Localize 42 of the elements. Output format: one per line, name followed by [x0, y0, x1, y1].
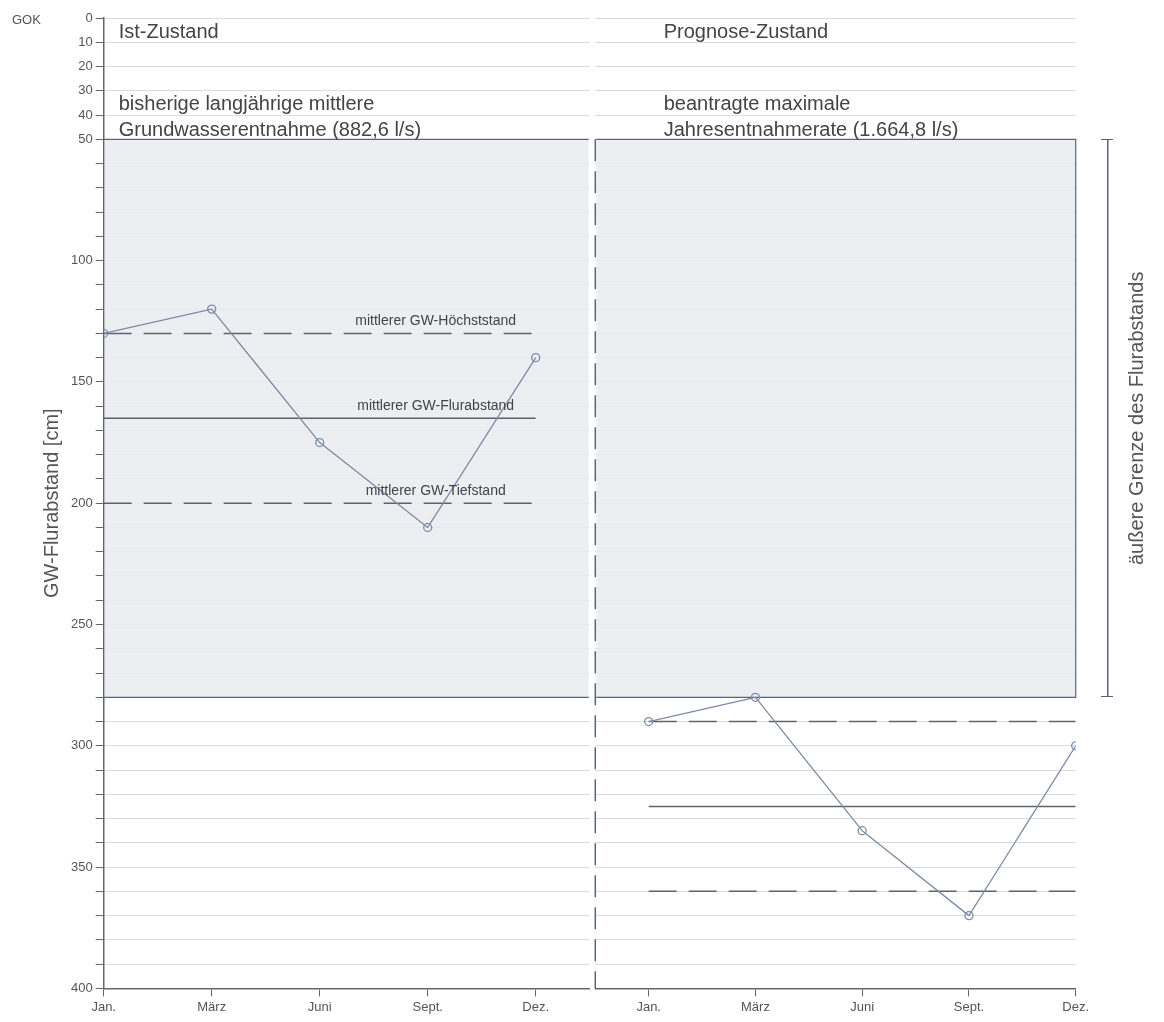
y-tick-label: 400	[70, 979, 93, 995]
annotation: bisherige langjährige mittlere	[118, 91, 375, 114]
y-axis-title: GW-Flurabstand [cm]	[39, 408, 62, 599]
x-tick-label: Juni	[849, 998, 874, 1014]
annotation: Ist-Zustand	[118, 19, 219, 42]
annotation: Grundwasserentnahme (882,6 l/s)	[118, 117, 422, 140]
y-tick-label: 30	[78, 82, 93, 98]
x-tick-label: Sept.	[412, 998, 443, 1014]
text: GOK	[12, 11, 42, 27]
x-tick-label: Jan.	[91, 998, 116, 1014]
point	[315, 437, 325, 448]
annotation: mittlerer GW-Flurabstand	[357, 397, 515, 414]
y-tick-label: 150	[70, 373, 93, 389]
y-tick-label: 350	[70, 858, 93, 874]
x-tick-label: Dez.	[1062, 998, 1089, 1014]
y-tick-label: 50	[78, 130, 93, 146]
x-tick-label: März	[197, 998, 227, 1014]
point	[963, 910, 974, 921]
point	[643, 716, 654, 727]
point	[423, 522, 433, 533]
x-tick-label: März	[740, 998, 770, 1014]
y-tick-label: 20	[78, 58, 93, 74]
x-tick-label: Dez.	[522, 998, 550, 1014]
annotation: Prognose-Zustand	[663, 19, 828, 42]
band-label: äußere Grenze des Flurabstands	[1124, 271, 1147, 566]
y-tick-label: 10	[78, 33, 93, 49]
point	[531, 352, 541, 363]
x-tick-label: Sept.	[953, 998, 984, 1014]
y-tick-label: 100	[70, 252, 93, 268]
annotation: mittlerer GW-Höchststand	[355, 312, 517, 329]
y-tick-label: 300	[70, 737, 93, 753]
y-tick-label: 200	[70, 494, 93, 510]
y-tick-label: 0	[85, 9, 93, 25]
y-tick-label: 40	[78, 106, 93, 122]
y-tick-label: 250	[70, 616, 93, 632]
annotation: Jahresentnahmerate (1.664,8 l/s)	[663, 117, 958, 140]
annotation: beantragte maximale	[663, 91, 851, 114]
point	[857, 826, 867, 836]
x-tick-label: Jan.	[636, 998, 661, 1014]
point	[750, 692, 760, 702]
x-tick-label: Juni	[307, 998, 332, 1014]
point	[207, 304, 217, 314]
